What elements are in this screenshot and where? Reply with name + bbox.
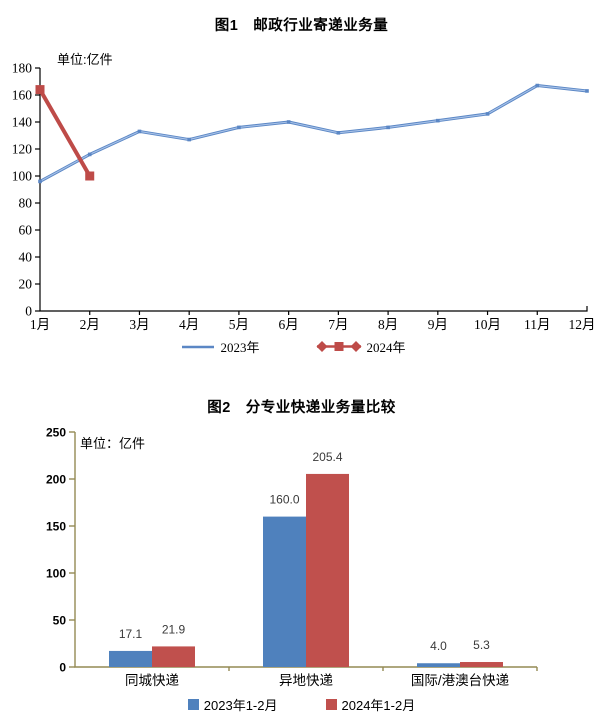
legend-diamond-right-icon	[350, 341, 361, 352]
figure1-legend-item-2024: 2024年	[316, 337, 406, 356]
line-marker-series-glyph-icon	[316, 341, 361, 352]
fig1-x-category-label: 8月	[378, 317, 398, 332]
figure1-legend: 2023年 2024年	[0, 337, 595, 356]
fig2-y-tick-label: 200	[46, 473, 66, 487]
fig1-point-2023	[336, 131, 341, 135]
fig1-x-category-label: 2月	[80, 317, 100, 332]
fig1-x-category-label: 12月	[569, 317, 596, 332]
legend-label-2024-bar: 2024年1-2月	[341, 698, 416, 713]
legend-square-marker-icon	[334, 342, 343, 351]
fig1-x-category-label: 11月	[524, 317, 551, 332]
fig1-line-2023-sheen	[39, 84, 588, 182]
fig2-bar-2023	[417, 663, 460, 667]
fig2-value-label: 5.3	[473, 638, 490, 652]
fig1-y-tick-label: 0	[25, 304, 32, 319]
legend-label-2023-bar: 2023年1-2月	[203, 698, 278, 713]
fig1-point-2023	[237, 125, 241, 130]
fig1-point-2023	[187, 137, 191, 142]
fig1-marker-2024	[35, 85, 45, 95]
figure1-line-chart: 0 20 40 60 80 100 120 140 160 180 1月 2月 3月 4月 5月 6月 7月 8月…	[12, 61, 596, 333]
fig2-bar-2024	[306, 473, 349, 667]
figure1-unit-label: 单位:亿件	[57, 52, 113, 67]
fig1-point-2023	[38, 179, 42, 184]
fig1-line-2024	[38, 87, 92, 178]
fig1-point-2023	[485, 112, 490, 116]
fig1-point-2023	[137, 129, 142, 134]
fig2-y-tick-label: 0	[59, 661, 66, 675]
fig2-value-label: 17.1	[119, 627, 143, 641]
legend-label-2024: 2024年	[366, 340, 406, 355]
figure2-unit-label: 单位：亿件	[80, 436, 146, 451]
legend-swatch-2023	[187, 699, 199, 710]
fig2-x-category-label: 同城快递	[125, 673, 179, 688]
fig1-axes	[39, 68, 588, 312]
fig1-y-tick-label: 60	[19, 223, 33, 238]
fig1-y-tick-label: 100	[12, 169, 33, 184]
fig2-y-tick-label: 50	[53, 614, 67, 628]
fig2-value-label: 4.0	[430, 639, 447, 653]
legend-diamond-left-icon	[316, 341, 327, 352]
fig1-y-tick-label: 80	[19, 196, 33, 211]
legend-swatch-2024	[325, 699, 337, 710]
bar-series-swatch-icon	[187, 699, 199, 710]
figure2-legend: 2023年1-2月 2024年1-2月	[0, 695, 603, 714]
fig1-y-tick-label: 20	[19, 277, 33, 292]
fig2-bar-2024	[152, 646, 195, 667]
fig2-x-category-label: 国际/港澳台快递	[411, 673, 510, 688]
fig1-y-tick-label: 160	[12, 88, 33, 103]
fig1-point-2023	[386, 125, 390, 130]
fig1-point-2023	[535, 83, 540, 88]
fig2-bar-2024	[460, 662, 503, 667]
fig1-x-category-label: 9月	[428, 317, 448, 332]
figure1-title: 图1 邮政行业寄递业务量	[214, 18, 389, 34]
figure2-legend-item-2024: 2024年1-2月	[325, 695, 416, 714]
fig1-x-category-label: 6月	[279, 317, 299, 332]
fig1-x-category-label: 4月	[179, 317, 199, 332]
fig1-point-2023	[286, 120, 291, 124]
fig1-y-tick-label: 180	[12, 61, 33, 76]
fig2-bar-2023	[109, 650, 152, 667]
figure2-title: 图2 分专业快递业务量比较	[207, 400, 396, 416]
figure2-legend-item-2023: 2023年1-2月	[187, 695, 278, 714]
fig1-point-2023	[585, 89, 589, 93]
fig2-value-label: 205.4	[312, 450, 342, 464]
figure2-bar-chart: 0 50 100 150 200 250 17.1 21.9 同城快递 160.0 205.4 异地快…	[46, 426, 538, 688]
fig1-y-tick-label: 140	[12, 115, 33, 130]
fig1-x-category-label: 3月	[129, 317, 149, 332]
fig2-y-tick-label: 100	[46, 567, 66, 581]
fig1-x-category-label: 7月	[328, 317, 348, 332]
fig2-value-label: 21.9	[162, 622, 186, 636]
fig2-y-tick-label: 250	[46, 426, 66, 440]
fig1-x-category-label: 5月	[229, 317, 249, 332]
fig1-y-tick-label: 120	[12, 142, 33, 157]
fig1-point-2023	[436, 118, 440, 123]
fig2-bar-2023	[263, 516, 306, 667]
fig1-y-tick-label: 40	[19, 250, 33, 265]
fig2-y-tick-label: 150	[46, 520, 66, 534]
fig1-line-2023	[38, 84, 589, 183]
fig2-x-category-label: 异地快递	[279, 673, 333, 688]
fig2-value-label: 160.0	[269, 493, 299, 507]
line-series-glyph-icon	[182, 345, 215, 348]
legend-label-2023: 2023年	[220, 340, 260, 355]
fig1-x-category-label: 10月	[474, 317, 501, 332]
fig1-marker-2024	[85, 171, 95, 181]
bar-series-swatch-icon	[325, 699, 337, 710]
figure1-legend-item-2023: 2023年	[181, 337, 260, 356]
fig1-x-category-label: 1月	[30, 317, 50, 332]
fig1-point-2023	[87, 152, 92, 157]
